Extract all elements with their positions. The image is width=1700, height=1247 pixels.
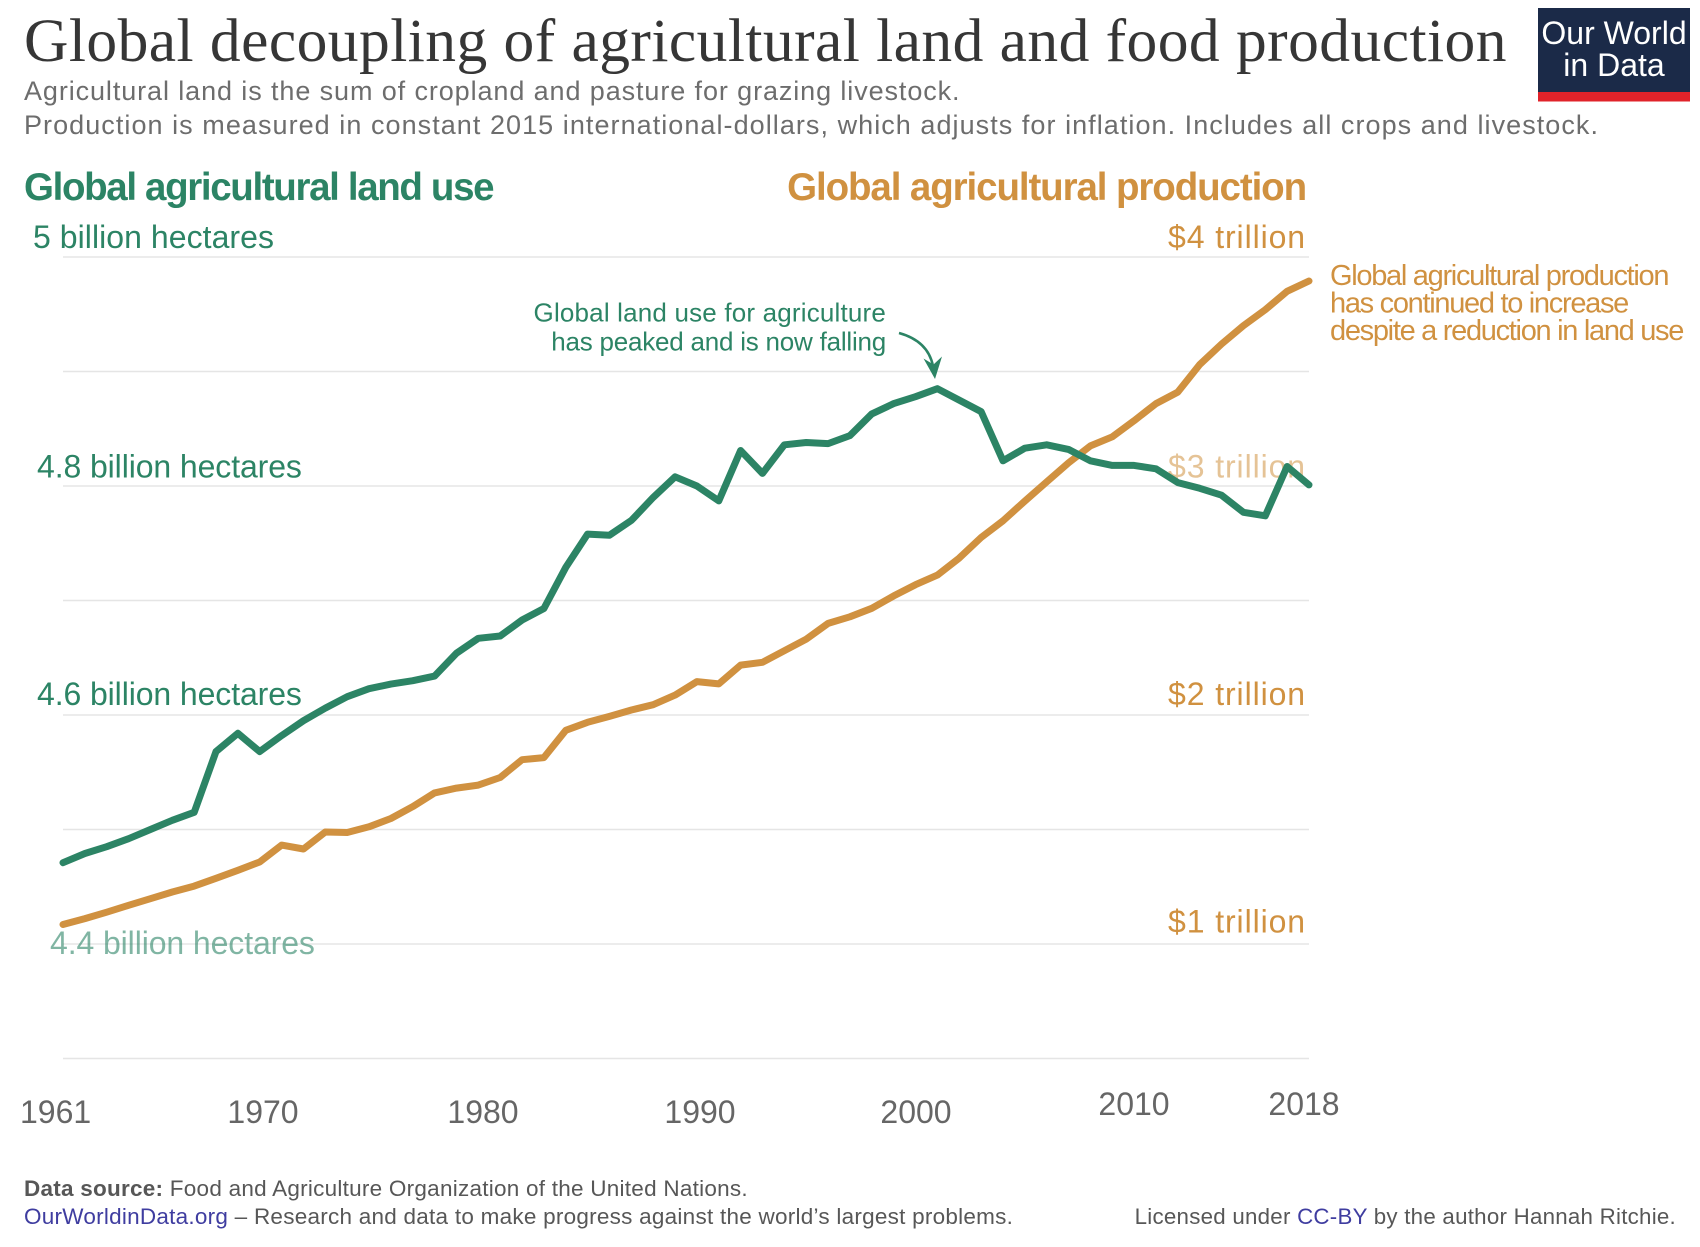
- svg-text:1961: 1961: [20, 1094, 91, 1130]
- svg-text:Global agricultural production: Global agricultural production: [787, 166, 1306, 209]
- svg-text:Production is measured in cons: Production is measured in constant 2015 …: [24, 110, 1599, 140]
- svg-text:Global agricultural land use: Global agricultural land use: [24, 166, 494, 209]
- svg-text:Agricultural land is the sum o: Agricultural land is the sum of cropland…: [24, 76, 960, 106]
- svg-text:Global agricultural production: Global agricultural production: [1330, 260, 1668, 292]
- svg-text:$2 trillion: $2 trillion: [1168, 676, 1306, 712]
- svg-text:2000: 2000: [880, 1094, 951, 1130]
- svg-text:Global land use for agricultur: Global land use for agriculture: [534, 298, 886, 328]
- svg-text:4.4 billion hectares: 4.4 billion hectares: [50, 925, 315, 961]
- svg-text:has continued to increase: has continued to increase: [1330, 288, 1628, 320]
- svg-text:1990: 1990: [664, 1094, 735, 1130]
- svg-text:4.8 billion hectares: 4.8 billion hectares: [37, 449, 302, 485]
- svg-text:2018: 2018: [1268, 1086, 1339, 1122]
- svg-text:in Data: in Data: [1563, 47, 1665, 83]
- svg-text:has peaked and is now falling: has peaked and is now falling: [551, 327, 886, 357]
- svg-text:1970: 1970: [227, 1094, 298, 1130]
- svg-text:Data source: Food and Agricult: Data source: Food and Agriculture Organi…: [24, 1176, 748, 1201]
- svg-text:OurWorldinData.org – Research: OurWorldinData.org – Research and data t…: [24, 1204, 1013, 1229]
- svg-text:despite a reduction in land us: despite a reduction in land use: [1330, 315, 1683, 347]
- svg-text:1980: 1980: [447, 1094, 518, 1130]
- svg-text:Our World: Our World: [1541, 15, 1686, 51]
- svg-text:5 billion hectares: 5 billion hectares: [33, 219, 274, 255]
- svg-text:2010: 2010: [1098, 1086, 1169, 1122]
- svg-text:$1 trillion: $1 trillion: [1168, 904, 1306, 940]
- svg-text:4.6 billion hectares: 4.6 billion hectares: [37, 676, 302, 712]
- svg-text:Global decoupling of agricultu: Global decoupling of agricultural land a…: [24, 7, 1507, 75]
- svg-text:Licensed under CC-BY by the au: Licensed under CC-BY by the author Hanna…: [1135, 1204, 1676, 1229]
- svg-text:$4 trillion: $4 trillion: [1168, 219, 1306, 255]
